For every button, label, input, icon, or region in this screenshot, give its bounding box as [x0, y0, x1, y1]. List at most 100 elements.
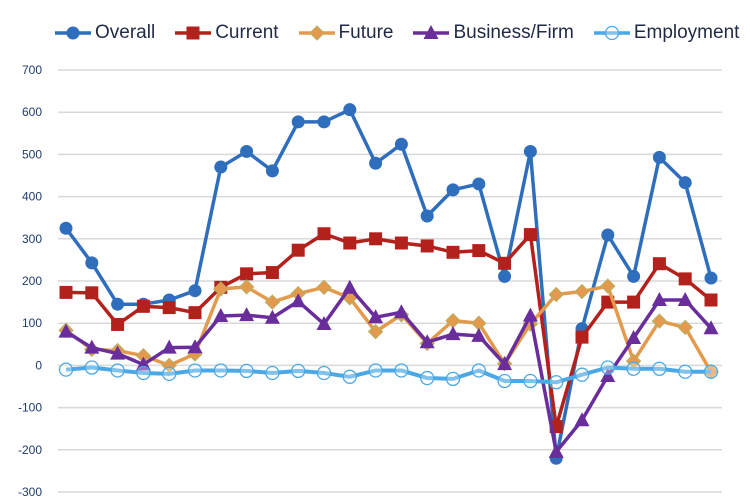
y-tick-label: 100 — [22, 316, 42, 330]
data-point — [316, 365, 332, 381]
data-point — [265, 164, 279, 178]
data-point — [136, 299, 150, 313]
data-point — [627, 295, 641, 309]
data-point — [420, 370, 435, 386]
y-tick-label: 0 — [35, 358, 42, 372]
data-point — [343, 103, 357, 117]
data-point — [575, 330, 589, 344]
data-point — [213, 363, 228, 378]
y-tick-label: 300 — [22, 232, 42, 246]
data-point — [446, 183, 460, 197]
legend-label: Overall — [95, 22, 156, 43]
data-point — [678, 272, 692, 286]
series-line — [65, 231, 713, 429]
data-point — [369, 156, 383, 170]
data-point — [85, 286, 99, 300]
data-point — [316, 316, 332, 331]
data-point — [498, 269, 512, 283]
legend-label: Future — [338, 22, 394, 43]
y-tick-label: 400 — [22, 190, 42, 204]
data-point — [84, 360, 99, 375]
y-tick-label: -100 — [18, 401, 42, 415]
data-point — [652, 257, 666, 271]
data-point — [626, 361, 641, 376]
data-point — [445, 326, 461, 341]
data-point — [85, 256, 99, 270]
legend-item: Employment — [593, 22, 740, 44]
y-tick-label: 500 — [22, 147, 42, 161]
data-point — [161, 339, 177, 354]
legend-marker-icon — [55, 26, 91, 40]
data-point — [291, 363, 306, 379]
data-point — [238, 279, 255, 295]
data-point — [522, 307, 538, 322]
data-point — [601, 228, 615, 242]
series-overall — [59, 103, 718, 465]
data-point — [240, 144, 254, 158]
data-point — [652, 150, 666, 164]
data-point — [369, 232, 383, 246]
data-point — [600, 278, 616, 294]
data-point — [574, 367, 590, 382]
data-point — [420, 209, 434, 223]
legend-marker — [423, 25, 439, 39]
data-point — [317, 115, 331, 129]
data-point — [678, 364, 693, 379]
data-point — [574, 412, 590, 427]
data-point — [394, 363, 409, 378]
data-point — [188, 306, 202, 320]
legend-label: Employment — [633, 22, 740, 43]
data-point — [704, 293, 718, 307]
data-point — [394, 137, 408, 151]
data-point — [214, 160, 228, 174]
series-line — [65, 286, 713, 454]
data-point — [393, 304, 409, 319]
data-point — [187, 363, 203, 378]
data-point — [187, 339, 203, 354]
data-point — [549, 375, 564, 390]
series-line — [65, 365, 711, 385]
legend-marker — [66, 26, 80, 40]
data-point — [651, 291, 667, 306]
data-point — [677, 291, 693, 306]
data-point — [677, 319, 693, 336]
data-point — [626, 329, 642, 344]
data-point — [574, 283, 590, 300]
data-point — [316, 279, 332, 296]
data-point — [600, 360, 615, 375]
legend-item: Business/Firm — [413, 22, 574, 44]
data-point — [548, 286, 564, 303]
legend-label: Business/Firm — [453, 22, 574, 43]
data-point — [497, 373, 512, 389]
data-point — [58, 362, 74, 377]
legend-label: Current — [215, 22, 279, 43]
data-point — [343, 236, 357, 250]
y-tick-label: 200 — [22, 274, 42, 288]
data-point — [188, 284, 202, 298]
data-point — [600, 367, 616, 382]
data-point — [523, 373, 538, 389]
data-point — [111, 297, 125, 311]
data-point — [264, 309, 280, 324]
data-point — [110, 345, 126, 360]
data-point — [367, 323, 384, 340]
data-point — [394, 236, 408, 250]
series-business-firm — [58, 279, 719, 458]
data-point — [471, 327, 487, 342]
data-point — [264, 294, 281, 310]
data-point — [84, 339, 100, 354]
y-tick-label: 600 — [22, 105, 42, 119]
data-point — [652, 361, 667, 376]
data-point — [678, 176, 692, 190]
data-point — [240, 267, 254, 281]
data-point — [523, 144, 537, 158]
data-point — [420, 239, 434, 253]
data-point — [342, 279, 358, 294]
data-point — [239, 363, 254, 379]
data-point — [162, 301, 176, 315]
data-point — [58, 323, 74, 338]
data-point — [368, 363, 383, 378]
data-point — [703, 364, 719, 379]
data-point — [291, 243, 305, 257]
legend-item: Overall — [55, 22, 155, 44]
